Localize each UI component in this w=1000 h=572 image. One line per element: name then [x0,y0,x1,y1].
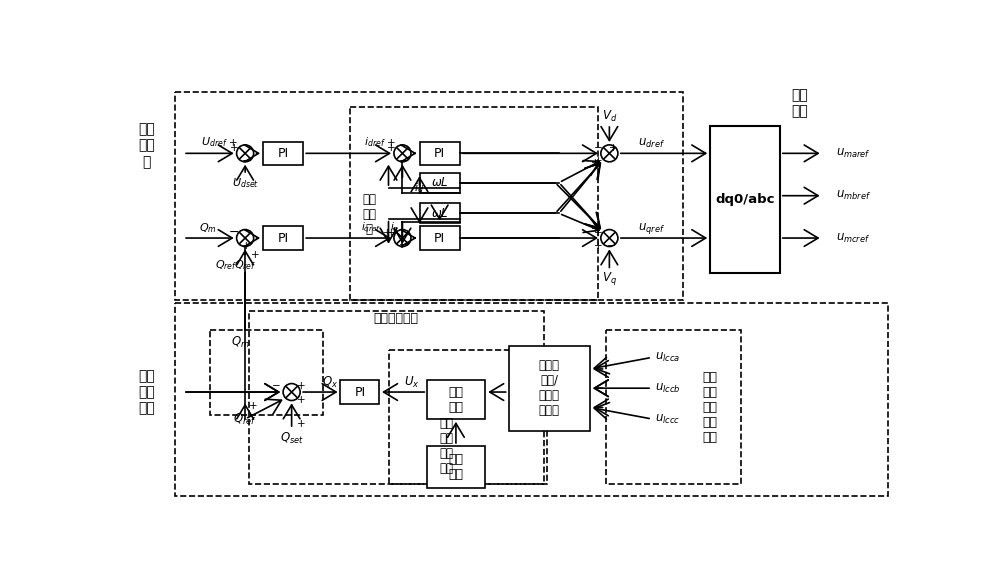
Bar [427,446,485,488]
Text: −: − [241,154,252,168]
Text: +: + [230,143,239,153]
Bar [606,331,741,484]
Text: $V_d$: $V_d$ [602,109,617,124]
Text: +: + [594,241,603,251]
Text: $U_{dset}$: $U_{dset}$ [232,176,259,189]
Text: $i_{qref}$: $i_{qref}$ [361,221,382,235]
Circle shape [601,145,618,162]
Bar [350,107,598,300]
Bar [210,331,323,415]
Text: +: + [387,228,396,237]
Text: $u_{lcca}$: $u_{lcca}$ [655,351,680,364]
Text: +: + [594,156,603,166]
Bar [263,142,303,165]
Bar [427,380,485,419]
Text: PI: PI [434,147,445,160]
Text: +: + [387,137,396,148]
Text: $u_{qref}$: $u_{qref}$ [638,221,666,236]
Text: +: + [591,224,600,234]
Text: $Q_{ref}$: $Q_{ref}$ [215,258,237,272]
Bar [420,227,460,249]
Text: $u_{dref}$: $u_{dref}$ [638,137,666,150]
Text: +: + [229,137,238,148]
Text: +: + [609,143,618,153]
Text: $Q_x$: $Q_x$ [322,375,338,390]
Text: 故障
检测: 故障 检测 [449,453,464,481]
Text: $Q_m$: $Q_m$ [199,221,217,235]
Bar [388,349,547,484]
Text: −: − [399,239,409,252]
Text: 电压
补偿
分量
计算
模块: 电压 补偿 分量 计算 模块 [703,371,718,444]
Text: PI: PI [278,232,289,245]
Text: −: − [594,143,603,153]
Text: +: + [251,250,260,260]
Text: $V_q$: $V_q$ [602,269,617,287]
Bar [263,227,303,249]
Text: −: − [607,241,615,251]
Text: 派克
变换: 派克 变换 [791,88,808,118]
Text: $\omega L$: $\omega L$ [431,207,448,220]
Bar [420,204,460,224]
Text: $i_{dref}$: $i_{dref}$ [364,136,385,149]
Text: $Q_{ref}$: $Q_{ref}$ [234,258,256,272]
Text: 功率计算模块: 功率计算模块 [374,312,419,325]
Circle shape [237,145,254,162]
Text: $u_{maref}$: $u_{maref}$ [836,147,871,160]
Text: +: + [594,228,603,237]
Circle shape [283,384,300,400]
Bar [420,142,460,165]
Bar [710,126,780,273]
Text: +: + [249,401,257,411]
Bar [175,92,683,300]
Text: +: + [297,395,306,405]
Text: +: + [591,157,600,168]
Text: $u_{mbref}$: $u_{mbref}$ [836,189,871,202]
Bar [175,304,888,496]
Circle shape [237,229,254,247]
Text: $Q_{ref}$: $Q_{ref}$ [233,411,257,427]
Text: −: − [229,226,240,239]
Text: +: + [297,381,306,391]
Bar [420,173,460,193]
Text: $u_{lccb}$: $u_{lccb}$ [655,382,681,395]
Text: PI: PI [434,232,445,245]
Text: 补偿
时刻
确定
模块: 补偿 时刻 确定 模块 [440,417,454,475]
Text: +: + [297,419,306,430]
Text: 外环
控制
器: 外环 控制 器 [138,122,155,169]
Circle shape [394,145,411,162]
Text: $u_{lccc}$: $u_{lccc}$ [655,412,680,426]
Bar [249,311,544,484]
Text: 功率
补偿
模块: 功率 补偿 模块 [138,369,155,415]
Text: +: + [387,143,396,153]
Text: 傅立叶
变换/
谐波电
压检测: 傅立叶 变换/ 谐波电 压检测 [539,359,560,417]
Text: PI: PI [278,147,289,160]
Bar [340,380,379,404]
Text: +: + [383,228,391,237]
Bar [509,346,590,431]
Text: 内环
控制
器: 内环 控制 器 [362,193,376,236]
Text: $u_{mcref}$: $u_{mcref}$ [836,232,871,245]
Text: −: − [399,154,409,168]
Text: $U_x$: $U_x$ [404,375,420,390]
Text: −: − [272,381,280,391]
Text: 使能
环节: 使能 环节 [449,386,464,414]
Circle shape [394,229,411,247]
Text: $Q_m$: $Q_m$ [231,335,250,349]
Text: $U_{dref}$: $U_{dref}$ [201,136,228,149]
Text: $i_q$: $i_q$ [390,221,399,235]
Text: $\omega L$: $\omega L$ [431,176,448,189]
Text: $i_d$: $i_d$ [414,181,425,195]
Text: +: + [242,241,251,251]
Text: PI: PI [354,386,365,399]
Circle shape [601,229,618,247]
Text: $Q_{set}$: $Q_{set}$ [280,431,304,446]
Text: dq0/abc: dq0/abc [715,193,775,206]
